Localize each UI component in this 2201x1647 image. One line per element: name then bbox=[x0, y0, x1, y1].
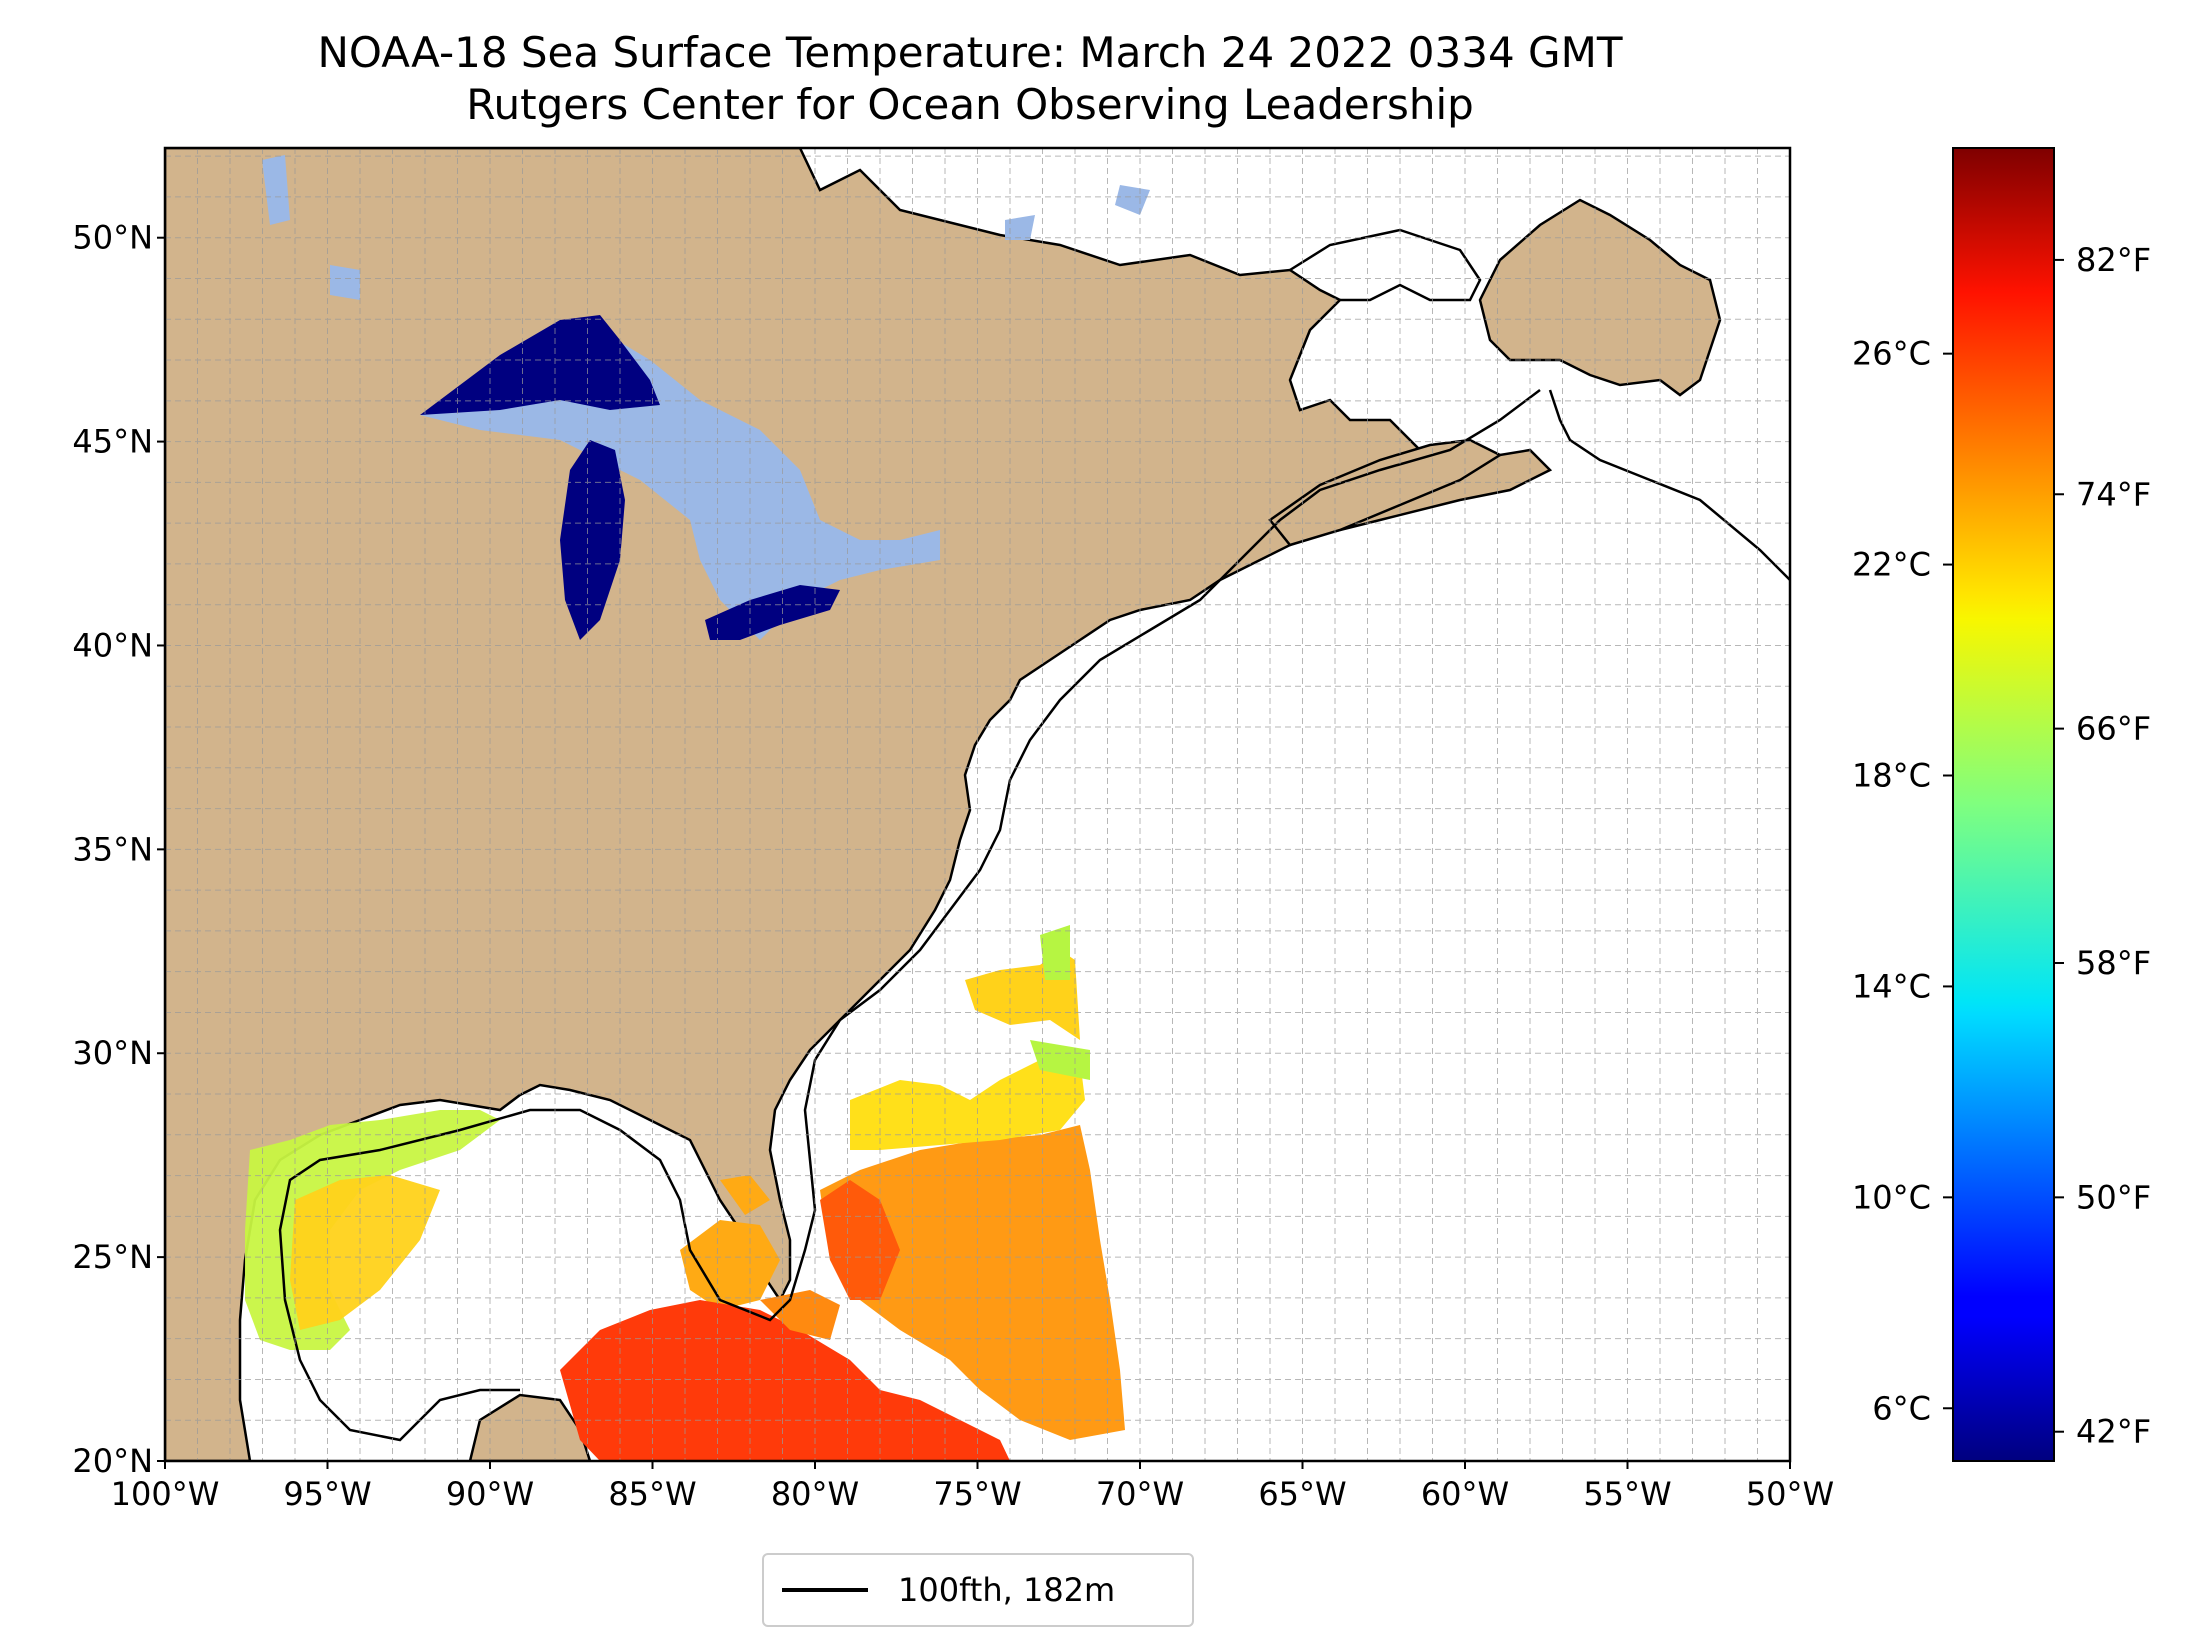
lat-tick-label: 40°N bbox=[72, 626, 153, 664]
lat-tick-label: 35°N bbox=[72, 830, 153, 868]
lon-tick-label: 80°W bbox=[771, 1475, 859, 1513]
lon-tick-label: 95°W bbox=[283, 1475, 371, 1513]
land-north-america bbox=[165, 148, 1553, 1461]
lon-tick-label: 65°W bbox=[1258, 1475, 1346, 1513]
lon-tick-label: 55°W bbox=[1583, 1475, 1671, 1513]
colorbar-fahrenheit-label: 50°F bbox=[2076, 1178, 2151, 1216]
sst-sargasso-north bbox=[850, 1060, 1085, 1150]
sst-caribbean-orange bbox=[760, 1290, 840, 1340]
lon-tick-label: 85°W bbox=[608, 1475, 696, 1513]
colorbar-celsius-label: 18°C bbox=[1852, 756, 1931, 794]
colorbar-celsius-label: 10°C bbox=[1852, 1178, 1931, 1216]
lon-tick-label: 100°W bbox=[111, 1475, 220, 1513]
graticule bbox=[165, 148, 1790, 1461]
sst-band-green bbox=[1030, 925, 1090, 1080]
map-area bbox=[165, 148, 1790, 1461]
lon-tick-label: 70°W bbox=[1096, 1475, 1184, 1513]
map-legend: 100fth, 182m bbox=[762, 1553, 1194, 1627]
lat-tick-labels: 20°N 25°N 30°N 35°N 40°N 45°N 50°N bbox=[72, 219, 165, 1480]
lat-tick-label: 45°N bbox=[72, 423, 153, 461]
colorbar-celsius-label: 26°C bbox=[1852, 335, 1931, 373]
canada-lakes bbox=[262, 155, 1150, 300]
colorbar-fahrenheit-label: 82°F bbox=[2076, 241, 2151, 279]
map-title: NOAA-18 Sea Surface Temperature: March 2… bbox=[317, 28, 1623, 77]
sst-bahamas bbox=[820, 1125, 1125, 1440]
colorbar-fahrenheit-label: 66°F bbox=[2076, 710, 2151, 748]
colorbar-celsius-label: 22°C bbox=[1852, 546, 1931, 584]
lon-tick-labels: 100°W 95°W 90°W 85°W 80°W 75°W 70°W 65°W 60°W 55°… bbox=[111, 1461, 1834, 1513]
sst-caribbean bbox=[560, 1300, 1010, 1461]
isobath-100fth-grand-banks bbox=[1548, 389, 1790, 581]
great-lakes-sst bbox=[420, 315, 840, 640]
great-lakes-outline bbox=[420, 330, 940, 640]
colorbar-fahrenheit-ticks: 42°F 50°F 58°F 66°F 74°F 82°F bbox=[2054, 241, 2151, 1451]
lon-tick-label: 90°W bbox=[446, 1475, 534, 1513]
colorbar-celsius-label: 14°C bbox=[1852, 967, 1931, 1005]
lat-tick-label: 20°N bbox=[72, 1442, 153, 1480]
colorbar bbox=[1952, 147, 2055, 1462]
colorbar-celsius-label: 6°C bbox=[1872, 1389, 1931, 1427]
lon-tick-label: 50°W bbox=[1746, 1475, 1834, 1513]
lat-tick-label: 30°N bbox=[72, 1034, 153, 1072]
lon-tick-label: 60°W bbox=[1421, 1475, 1509, 1513]
lat-tick-label: 25°N bbox=[72, 1238, 153, 1276]
colorbar-fahrenheit-label: 74°F bbox=[2076, 475, 2151, 513]
land-nova-scotia bbox=[1268, 438, 1503, 547]
legend-isobath-line bbox=[782, 1588, 868, 1592]
colorbar-fahrenheit-label: 42°F bbox=[2076, 1413, 2151, 1451]
colorbar-celsius-ticks: 6°C 10°C 14°C 18°C 22°C 26°C bbox=[1852, 335, 1953, 1427]
legend-label: 100fth, 182m bbox=[898, 1571, 1116, 1609]
lat-tick-label: 50°N bbox=[72, 219, 153, 257]
lon-tick-label: 75°W bbox=[933, 1475, 1021, 1513]
isobath-100fth bbox=[278, 389, 1541, 1442]
colorbar-fahrenheit-label: 58°F bbox=[2076, 944, 2151, 982]
map-subtitle: Rutgers Center for Ocean Observing Leade… bbox=[466, 80, 1474, 129]
